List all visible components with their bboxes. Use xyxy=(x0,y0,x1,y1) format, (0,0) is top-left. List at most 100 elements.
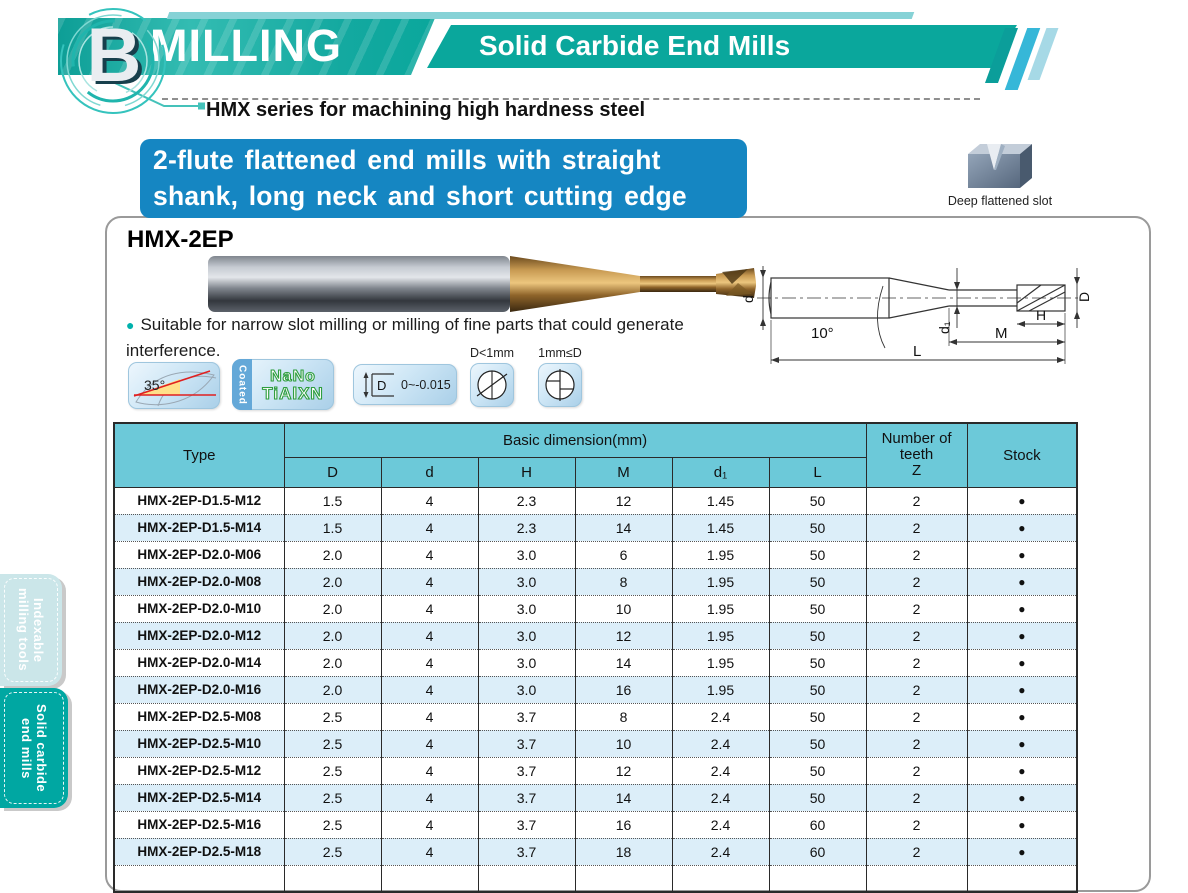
teeth-line1: Number of xyxy=(881,430,952,448)
section-logo: B xyxy=(55,4,171,118)
stock-cell: ● xyxy=(966,675,1078,703)
dim-cell: 4 xyxy=(380,513,479,541)
stock-cell: ● xyxy=(966,621,1078,649)
stock-cell: ● xyxy=(966,567,1078,595)
header-band xyxy=(58,18,435,75)
type-cell: HMX-2EP-D2.0-M06 xyxy=(113,540,285,568)
dim-cell: 1.95 xyxy=(671,567,770,595)
dim-cell: 2 xyxy=(865,594,968,622)
dim-cell: 2 xyxy=(865,810,968,838)
table-row: HMX-2EP-D1.5-M12 1.5 4 2.3 12 1.45 50 2 ● xyxy=(113,486,1078,514)
dim-cell: 3.0 xyxy=(477,648,576,676)
feature-banner-line1: 2-flute flattened end mills with straigh… xyxy=(153,145,661,175)
table-row: HMX-2EP-D2.0-M10 2.0 4 3.0 10 1.95 50 2 ● xyxy=(113,594,1078,622)
page-subtitle: Solid Carbide End Mills xyxy=(479,30,791,61)
type-cell: HMX-2EP-D2.5-M14 xyxy=(113,783,285,811)
dim-cell: 2.3 xyxy=(477,486,576,514)
dim-cell: 1.95 xyxy=(671,594,770,622)
dim-cell: 3.7 xyxy=(477,702,576,730)
helix-angle-chip: 35° xyxy=(128,362,220,409)
dim-cell: 8 xyxy=(574,567,673,595)
tab2-line2: end mills xyxy=(19,717,34,779)
sidebar-tab-indexable-milling-tools[interactable]: Indexable milling tools xyxy=(0,574,62,686)
dim-cell: 3.0 xyxy=(477,675,576,703)
dimension-diagram: 10° d d₁ D H M L xyxy=(740,266,1092,364)
dim-cell: 4 xyxy=(380,756,479,784)
dim-cell: 2.4 xyxy=(671,702,770,730)
dim-cell: 1.95 xyxy=(671,675,770,703)
connector-line xyxy=(99,75,205,110)
bullet-dot-icon: ● xyxy=(126,317,135,333)
sidebar-tab-label: Solid carbide end mills xyxy=(19,704,49,792)
dim-cell: 50 xyxy=(768,540,867,568)
table-row: HMX-2EP-D1.5-M14 1.5 4 2.3 14 1.45 50 2 ● xyxy=(113,513,1078,541)
dim-cell: 2 xyxy=(865,621,968,649)
type-cell: HMX-2EP-D2.0-M12 xyxy=(113,621,285,649)
subtitle-band: Solid Carbide End Mills xyxy=(427,25,1017,68)
stock-cell: ● xyxy=(966,594,1078,622)
empty-cell xyxy=(671,864,770,892)
dashed-divider xyxy=(162,98,980,100)
type-cell: HMX-2EP-D2.5-M08 xyxy=(113,702,285,730)
stock-cell: ● xyxy=(966,486,1078,514)
slot-feature-label: Deep flattened slot xyxy=(947,194,1053,208)
dim-cell: 3.0 xyxy=(477,540,576,568)
table-row: HMX-2EP-D2.0-M16 2.0 4 3.0 16 1.95 50 2 ● xyxy=(113,675,1078,703)
series-note: HMX series for machining high hardness s… xyxy=(206,99,646,121)
empty-cell xyxy=(966,864,1078,892)
col-header-basic-dimension: Basic dimension(mm) xyxy=(283,422,867,458)
cut-len-label: H xyxy=(1036,307,1046,323)
product-photo xyxy=(208,256,756,312)
dim-cell: 2.0 xyxy=(283,567,382,595)
dim-cell: 4 xyxy=(380,621,479,649)
dim-cell: 60 xyxy=(768,837,867,865)
type-cell: HMX-2EP-D2.5-M18 xyxy=(113,837,285,865)
tolerance-value: 0~-0.015 xyxy=(401,377,451,392)
empty-cell xyxy=(574,864,673,892)
overall-len-label: L xyxy=(913,343,921,360)
stock-cell: ● xyxy=(966,702,1078,730)
col-header-teeth: Number of teeth Z xyxy=(865,422,968,488)
teeth-line2: teeth xyxy=(899,446,934,464)
product-name: HMX-2EP xyxy=(127,226,234,253)
tab1-line1: Indexable xyxy=(31,597,46,663)
table-row: HMX-2EP-D2.0-M08 2.0 4 3.0 8 1.95 50 2 ● xyxy=(113,567,1078,595)
dim-cell: 1.45 xyxy=(671,486,770,514)
dim-cell: 16 xyxy=(574,675,673,703)
sidebar-tab-label: Indexable milling tools xyxy=(16,588,46,671)
small-dia-flute-icon xyxy=(476,370,508,400)
small-dia-label: D<1mm xyxy=(469,346,515,360)
shank-dia-label: d xyxy=(740,295,756,303)
type-cell: HMX-2EP-D2.5-M16 xyxy=(113,810,285,838)
dim-cell: 4 xyxy=(380,540,479,568)
dim-cell: 14 xyxy=(574,513,673,541)
stock-cell: ● xyxy=(966,837,1078,865)
tolerance-letter: D xyxy=(377,378,386,393)
dim-cell: 2 xyxy=(865,567,968,595)
deep-slot-icon xyxy=(968,144,1032,188)
section-letter: B xyxy=(86,13,142,98)
dim-cell: 4 xyxy=(380,783,479,811)
dim-cell: 2.5 xyxy=(283,729,382,757)
type-cell: HMX-2EP-D2.5-M12 xyxy=(113,756,285,784)
dim-cell: 12 xyxy=(574,756,673,784)
dim-cell: 2.0 xyxy=(283,540,382,568)
col-header-d: d xyxy=(380,456,479,488)
sidebar-tab-solid-carbide-end-mills[interactable]: Solid carbide end mills xyxy=(0,688,68,808)
light-top-stripe xyxy=(166,12,915,19)
empty-cell xyxy=(113,864,285,892)
dim-cell: 12 xyxy=(574,621,673,649)
coating-line1: NaNo xyxy=(270,367,316,385)
dim-cell: 3.0 xyxy=(477,621,576,649)
dim-cell: 4 xyxy=(380,729,479,757)
catalog-page: { "header": { "section_letter": "B", "ti… xyxy=(0,4,1151,893)
table-row: HMX-2EP-D2.5-M10 2.5 4 3.7 10 2.4 50 2 ● xyxy=(113,729,1078,757)
dim-cell: 8 xyxy=(574,702,673,730)
type-cell: HMX-2EP-D2.0-M08 xyxy=(113,567,285,595)
dim-cell: 2.5 xyxy=(283,756,382,784)
large-dia-label: 1mm≤D xyxy=(538,346,582,360)
stock-cell: ● xyxy=(966,810,1078,838)
dim-cell: 10 xyxy=(574,729,673,757)
type-cell: HMX-2EP-D2.0-M16 xyxy=(113,675,285,703)
dim-cell: 2.3 xyxy=(477,513,576,541)
